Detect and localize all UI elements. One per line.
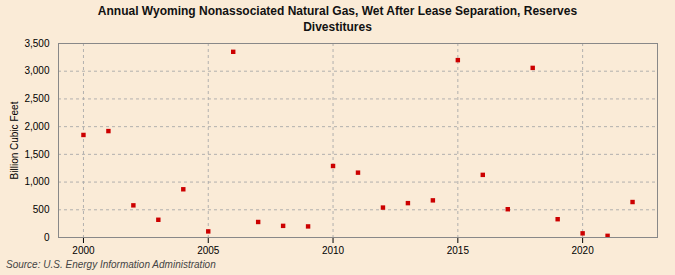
svg-text:2005: 2005: [197, 245, 220, 256]
html-text:Source: U.S. Energy Informatio: Source: U.S. Energy Information Administ…: [6, 259, 216, 271]
svg-text:2,000: 2,000: [24, 121, 49, 132]
html-text:Annual Wyoming Nonassociated N: Annual Wyoming Nonassociated Natural Gas…: [97, 4, 578, 34]
svg-text:3,500: 3,500: [24, 38, 49, 49]
svg-text:2,500: 2,500: [24, 93, 49, 104]
svg-text:500: 500: [33, 204, 50, 215]
svg-text:Billion Cubic Feet: Billion Cubic Feet: [9, 102, 20, 180]
svg-text:0: 0: [44, 232, 50, 243]
svg-text:1,000: 1,000: [24, 176, 49, 187]
svg-text:2010: 2010: [322, 245, 345, 256]
svg-text:2015: 2015: [447, 245, 470, 256]
svg-text:3,000: 3,000: [24, 66, 49, 77]
svg-text:1,500: 1,500: [24, 149, 49, 160]
svg-text:2000: 2000: [72, 245, 95, 256]
svg-text:2020: 2020: [572, 245, 595, 256]
